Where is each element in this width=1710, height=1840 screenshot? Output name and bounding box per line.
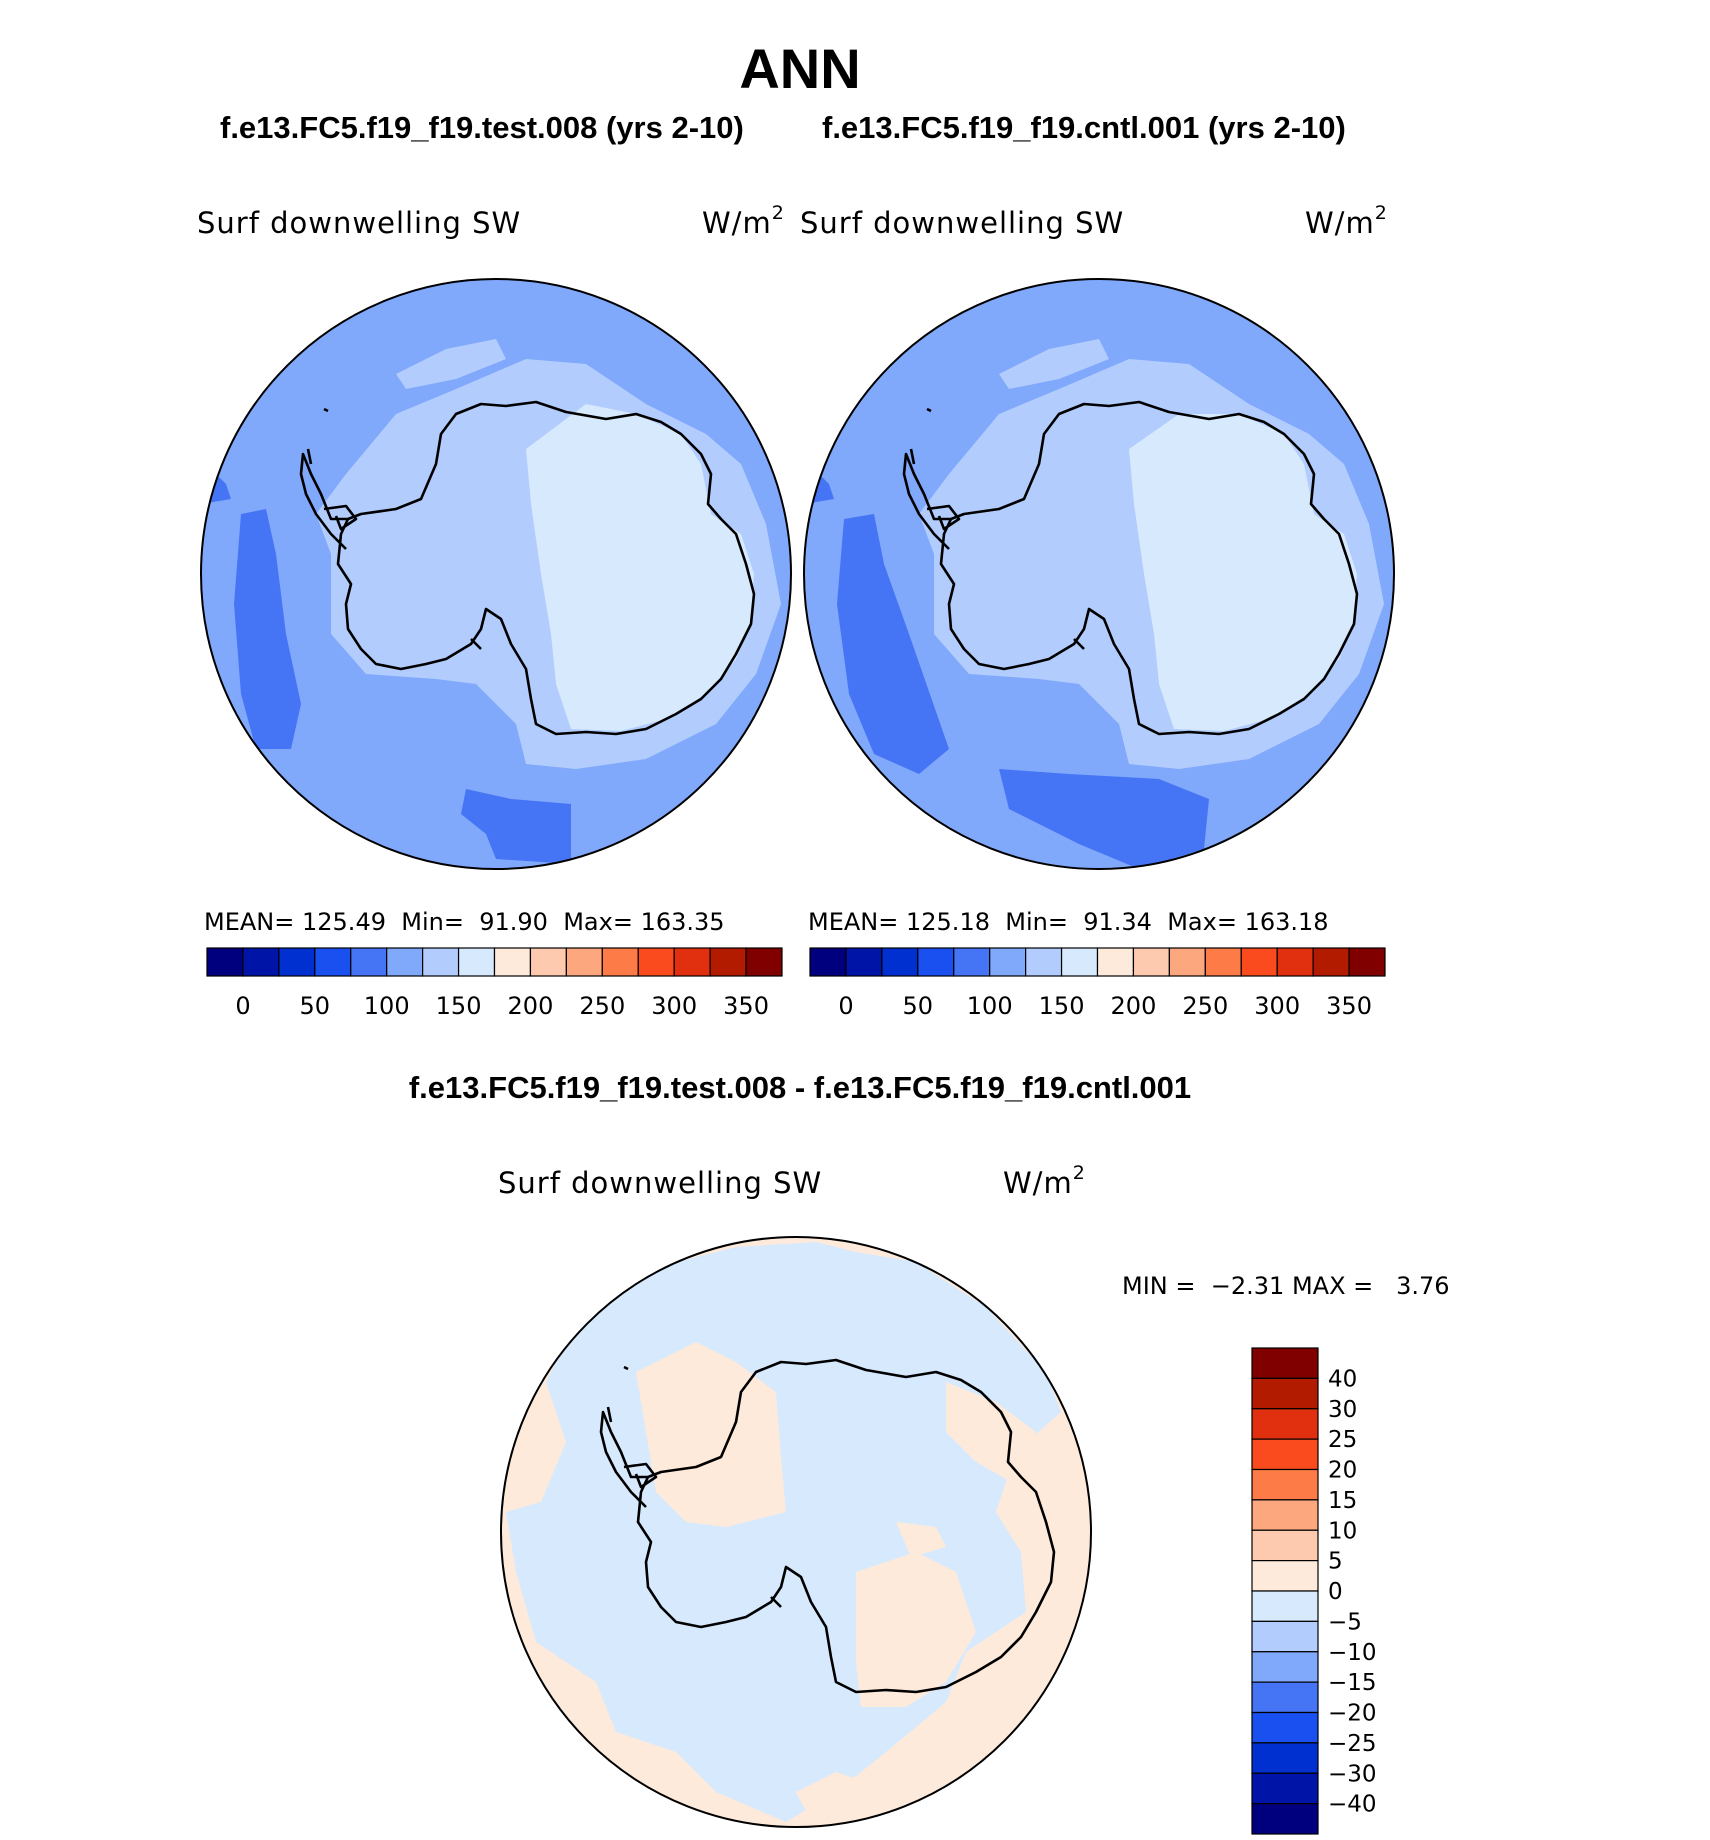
colorbar-swatch	[1204, 947, 1242, 977]
colorbar-swatch	[1251, 1468, 1319, 1501]
colorbar-swatch	[881, 947, 919, 977]
colorbar-tick-label: −40	[1328, 1792, 1377, 1818]
colorbar-tick-label: 0	[235, 992, 250, 1020]
variable-label-cntl: Surf downwelling SW	[800, 206, 1125, 240]
colorbar-swatch	[1251, 1681, 1319, 1714]
colorbar-tick-label: 250	[1182, 992, 1228, 1020]
variable-label-diff: Surf downwelling SW	[498, 1166, 823, 1200]
colorbar-swatch	[1132, 947, 1170, 977]
colorbar-swatch	[242, 947, 280, 977]
colorbar-tick-label: −25	[1328, 1731, 1377, 1757]
colorbar-tick-label: −10	[1328, 1640, 1377, 1666]
colorbar-difference: 40 30 25 20 15 10 5 0 −5 −10 −15 −20 −25 −30 −40	[1251, 1347, 1377, 1835]
colorbar-swatch	[845, 947, 883, 977]
colorbar-tick-label: 50	[300, 992, 331, 1020]
colorbar-cntl: 0 50 100 150 200 250 300 350	[809, 947, 1386, 1020]
colorbar-tick-label: 350	[723, 992, 769, 1020]
colorbar-tick-label: 50	[903, 992, 934, 1020]
units-label-cntl: W/m2	[1305, 202, 1388, 240]
colorbar-swatch	[314, 947, 352, 977]
colorbar-swatch	[673, 947, 711, 977]
colorbar-swatch	[1251, 1408, 1319, 1440]
colorbar-swatch	[1251, 1590, 1319, 1622]
colorbar-tick-label: 150	[1039, 992, 1085, 1020]
stats-test: MEAN= 125.49 Min= 91.90 Max= 163.35	[204, 908, 725, 936]
variable-label-test: Surf downwelling SW	[197, 206, 522, 240]
colorbar-swatch	[1025, 947, 1063, 977]
colorbar-swatch	[1168, 947, 1206, 977]
colorbar-swatch	[953, 947, 991, 977]
colorbar-tick-label: 25	[1328, 1427, 1357, 1453]
colorbar-swatch	[1251, 1529, 1319, 1562]
stats-diff: MIN = −2.31 MAX = 3.76	[1122, 1272, 1450, 1300]
colorbar-tick-label: 15	[1328, 1488, 1357, 1514]
colorbar-tick-label: −5	[1328, 1609, 1362, 1635]
colorbar-tick-label: 350	[1326, 992, 1372, 1020]
colorbar-tick-label: −15	[1328, 1670, 1377, 1696]
colorbar-swatch	[601, 947, 639, 977]
colorbar-tick-label: 20	[1328, 1458, 1357, 1484]
colorbar-swatch	[1251, 1651, 1319, 1683]
colorbar-tick-label: 30	[1328, 1397, 1357, 1423]
colorbar-swatch	[1251, 1742, 1319, 1774]
colorbar-tick-label: 300	[651, 992, 697, 1020]
colorbar-swatch	[1276, 947, 1314, 977]
colorbar-tick-label: 100	[364, 992, 410, 1020]
colorbar-swatch	[989, 947, 1027, 977]
colorbar-swatch	[709, 947, 747, 977]
colorbar-swatch	[1312, 947, 1350, 977]
case-label-cntl: f.e13.FC5.f19_f19.cntl.001 (yrs 2-10)	[822, 110, 1346, 145]
case-label-test: f.e13.FC5.f19_f19.test.008 (yrs 2-10)	[220, 110, 744, 145]
colorbar-swatch	[809, 947, 847, 977]
colorbar-swatch	[1251, 1772, 1319, 1805]
colorbar-tick-label: 100	[967, 992, 1013, 1020]
colorbar-swatch	[1251, 1711, 1319, 1744]
colorbar-swatch	[457, 947, 496, 977]
colorbar-tick-label: −30	[1328, 1761, 1377, 1787]
colorbar-swatch	[386, 947, 424, 977]
colorbar-swatch	[1096, 947, 1135, 977]
colorbar-swatch	[637, 947, 675, 977]
colorbar-tick-label: −20	[1328, 1701, 1377, 1727]
colorbar-test: 0 50 100 150 200 250 300 350	[206, 947, 783, 1020]
map-cntl	[803, 278, 1395, 870]
colorbar-swatch	[1348, 947, 1386, 977]
colorbar-swatch	[1251, 1620, 1319, 1653]
colorbar-swatch	[565, 947, 603, 977]
colorbar-tick-label: 150	[436, 992, 482, 1020]
colorbar-swatch	[350, 947, 388, 977]
colorbar-tick-label: 0	[1328, 1579, 1343, 1605]
colorbar-swatch	[1251, 1499, 1319, 1531]
colorbar-swatch	[745, 947, 783, 977]
main-title: ANN	[739, 37, 861, 100]
colorbar-swatch	[278, 947, 316, 977]
colorbar-swatch	[529, 947, 567, 977]
difference-title: f.e13.FC5.f19_f19.test.008 - f.e13.FC5.f…	[408, 1070, 1192, 1105]
colorbar-swatch	[422, 947, 460, 977]
colorbar-swatch	[1251, 1803, 1319, 1835]
colorbar-tick-label: 250	[579, 992, 625, 1020]
map-difference	[500, 1236, 1092, 1828]
colorbar-tick-label: 5	[1328, 1549, 1343, 1575]
colorbar-swatch	[1251, 1560, 1319, 1592]
colorbar-swatch	[1251, 1438, 1319, 1471]
colorbar-tick-label: 10	[1328, 1518, 1357, 1544]
colorbar-swatch	[1251, 1377, 1319, 1410]
colorbar-swatch	[917, 947, 955, 977]
colorbar-swatch	[206, 947, 244, 977]
colorbar-tick-label: 40	[1328, 1366, 1357, 1392]
units-label-test: W/m2	[702, 202, 785, 240]
colorbar-swatch	[493, 947, 532, 977]
colorbar-swatch	[1060, 947, 1099, 977]
map-test	[200, 278, 792, 870]
colorbar-tick-label: 200	[1111, 992, 1157, 1020]
colorbar-tick-label: 0	[838, 992, 853, 1020]
colorbar-tick-label: 300	[1254, 992, 1300, 1020]
colorbar-swatch	[1240, 947, 1278, 977]
units-label-diff: W/m2	[1003, 1162, 1086, 1200]
colorbar-swatch	[1251, 1347, 1319, 1379]
colorbar-tick-label: 200	[508, 992, 554, 1020]
stats-cntl: MEAN= 125.18 Min= 91.34 Max= 163.18	[808, 908, 1329, 936]
